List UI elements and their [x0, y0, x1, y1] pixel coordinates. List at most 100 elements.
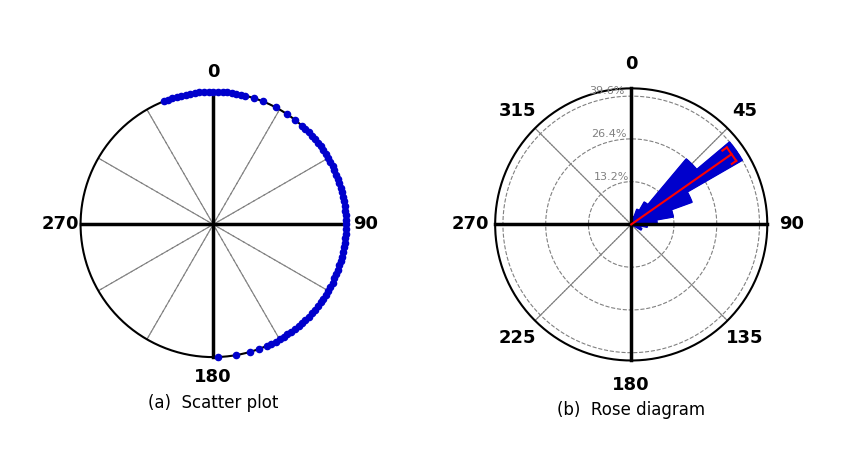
Point [329, 171, 343, 178]
Point [193, 89, 206, 96]
Point [220, 89, 233, 96]
Point [308, 136, 321, 143]
Point [174, 92, 187, 99]
Point [295, 319, 308, 327]
Point [339, 221, 353, 228]
Polygon shape [630, 159, 696, 224]
Point [331, 266, 344, 273]
Point [268, 338, 282, 345]
Point [329, 271, 343, 278]
Point [334, 257, 348, 265]
Point [225, 89, 239, 97]
Point [327, 275, 341, 282]
Point [314, 143, 327, 150]
Text: 0: 0 [207, 63, 219, 81]
Point [229, 90, 243, 98]
Polygon shape [630, 202, 648, 224]
Text: 26.4%: 26.4% [590, 129, 626, 139]
Point [165, 94, 179, 102]
Point [321, 154, 335, 162]
Polygon shape [630, 224, 641, 230]
Point [335, 189, 348, 196]
Point [295, 122, 308, 130]
Point [298, 316, 312, 323]
Point [243, 348, 256, 355]
Point [183, 90, 197, 98]
Polygon shape [630, 224, 647, 227]
Text: 180: 180 [194, 368, 232, 386]
Point [323, 283, 337, 290]
Text: 39.6%: 39.6% [589, 86, 624, 96]
Point [325, 279, 339, 286]
Point [239, 92, 252, 99]
Point [332, 180, 346, 187]
Point [197, 88, 210, 96]
Text: 13.2%: 13.2% [593, 172, 628, 182]
Text: 315: 315 [498, 102, 536, 120]
Point [335, 253, 348, 260]
Point [284, 328, 297, 335]
Point [210, 88, 224, 95]
Point [336, 248, 349, 256]
Point [210, 354, 224, 361]
Point [336, 193, 349, 201]
Point [338, 212, 352, 219]
Point [332, 262, 346, 269]
Point [337, 198, 350, 205]
Text: 0: 0 [625, 55, 636, 73]
Text: 270: 270 [452, 215, 489, 234]
Text: 225: 225 [498, 329, 536, 347]
Text: 270: 270 [42, 215, 79, 234]
Point [305, 310, 319, 317]
Text: (a)  Scatter plot: (a) Scatter plot [148, 394, 278, 412]
Polygon shape [630, 142, 741, 224]
Point [308, 306, 321, 313]
Point [311, 139, 325, 147]
Point [314, 299, 327, 306]
Point [337, 239, 351, 246]
Point [229, 351, 243, 359]
Point [280, 111, 294, 118]
Point [305, 132, 319, 139]
Point [273, 336, 286, 343]
Point [319, 150, 332, 158]
Point [311, 302, 325, 310]
Point [179, 91, 193, 98]
Point [338, 225, 352, 233]
Text: (b)  Rose diagram: (b) Rose diagram [556, 401, 705, 420]
Point [319, 291, 332, 299]
Point [323, 158, 337, 166]
Point [316, 295, 330, 302]
Point [337, 244, 350, 251]
Text: 90: 90 [353, 215, 378, 234]
Point [170, 93, 183, 101]
Point [264, 340, 278, 347]
Point [161, 96, 175, 104]
Point [157, 98, 170, 105]
Point [337, 202, 351, 210]
Point [288, 325, 302, 333]
Point [288, 116, 302, 124]
Text: 90: 90 [779, 215, 803, 234]
Point [280, 331, 294, 338]
Point [321, 287, 335, 294]
Point [202, 88, 216, 95]
Point [251, 345, 265, 353]
Point [302, 313, 315, 320]
Polygon shape [630, 217, 633, 224]
Text: 135: 135 [725, 329, 763, 347]
Point [187, 89, 201, 97]
Text: 45: 45 [731, 102, 757, 120]
Point [302, 129, 315, 136]
Point [216, 88, 229, 96]
Point [291, 322, 305, 330]
Point [338, 216, 352, 224]
Point [338, 234, 352, 242]
Point [334, 184, 348, 191]
Polygon shape [630, 224, 640, 228]
Point [260, 342, 273, 349]
Point [233, 91, 247, 98]
Point [298, 125, 312, 133]
Polygon shape [630, 192, 691, 224]
Point [327, 167, 341, 174]
